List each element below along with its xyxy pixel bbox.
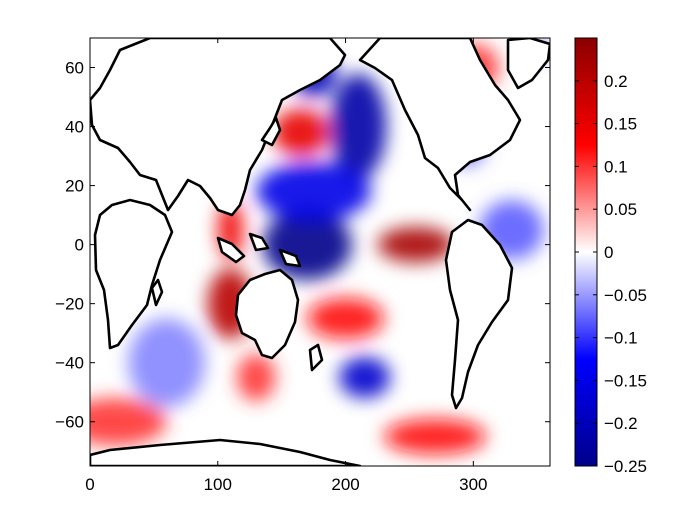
colorbar-tick-label: −0.25 [604,457,647,476]
coastline-indonesia [216,232,302,268]
coastline-africa [93,198,174,350]
y-tick-label: 20 [65,177,84,196]
colorbar-tick-label: 0.05 [604,200,637,219]
coastline-australia [234,268,300,360]
colorbar-ticks: 0.2 0.15 0.1 0.05 0 −0.05 −0.1 −0.15 −0.2 −0.25 [575,72,647,476]
y-tick-label: −40 [55,354,84,373]
coastline-new-zealand [308,343,324,372]
colorbar-tick-label: −0.1 [604,329,638,348]
x-tick-label: 200 [331,475,359,494]
coastline-south-america [444,218,514,410]
y-tick-label: −60 [55,413,84,432]
colorbar-tick-label: 0.2 [604,72,628,91]
y-tick-label: −20 [55,295,84,314]
anomaly-blob [90,398,167,446]
anomaly-blob [236,353,276,402]
coastline-greenland [506,38,550,90]
plot-frame [89,37,551,467]
anomaly-field [90,40,545,455]
y-axis: 60 40 20 0 −20 −40 −60 [55,59,550,432]
y-tick-label: 0 [75,236,84,255]
coastline-madagascar [150,278,164,307]
colorbar-tick-label: −0.15 [604,371,647,390]
x-tick-label: 300 [459,475,487,494]
colorbar-tick-label: 0 [604,243,613,262]
colorbar-tick-label: −0.2 [604,414,638,433]
coastline-eurasia [90,38,347,217]
colorbar: 0.2 0.15 0.1 0.05 0 −0.05 −0.1 −0.15 −0.2 −0.25 [574,37,647,476]
anomaly-blob [339,356,391,399]
anomaly-blob [128,318,205,407]
coastline-north-america [358,38,522,212]
anomaly-blob [330,73,387,180]
y-tick-label: 60 [65,59,84,78]
colorbar-tick-label: 0.15 [604,115,637,134]
x-tick-label: 100 [204,475,232,494]
anomaly-blob [256,161,372,222]
colorbar-tick-label: 0.1 [604,157,628,176]
anomaly-blob [307,297,384,340]
coastline-japan [260,116,282,147]
y-tick-label: 40 [65,118,84,137]
x-axis: 0 100 200 300 [85,38,488,494]
coastline-antarctica [90,438,362,466]
anomaly-blob [272,108,329,157]
colorbar-tick-label: −0.05 [604,286,647,305]
x-tick-label: 0 [85,475,94,494]
coastlines [90,38,550,466]
anomaly-blob [377,226,455,263]
anomaly-blob [383,418,487,455]
